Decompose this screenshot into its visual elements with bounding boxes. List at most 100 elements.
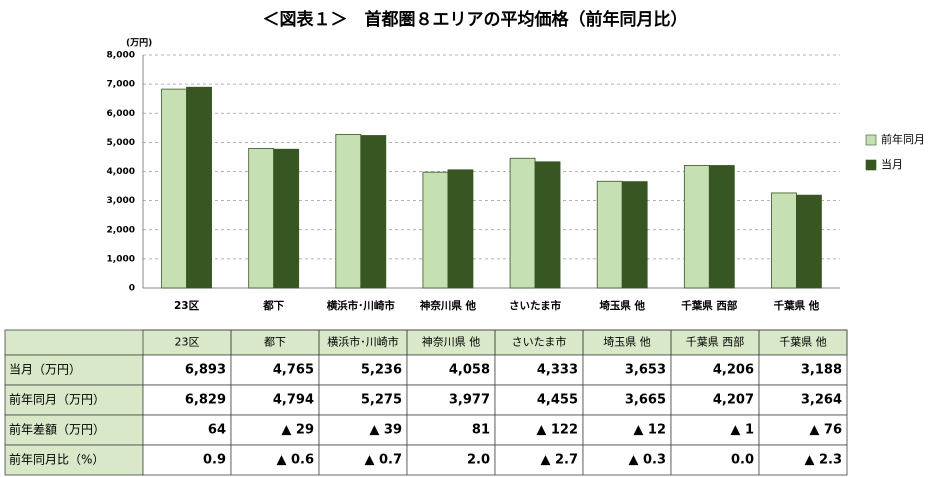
table-cell [142, 354, 232, 386]
table-cell [582, 384, 672, 416]
table-value: 2.0 [467, 453, 490, 468]
table-header: 都下 [264, 336, 286, 349]
table-cell [670, 444, 760, 476]
row-label-cell [4, 354, 144, 386]
table-value: ▲ 12 [633, 423, 666, 438]
y-tick-label: 1,000 [107, 254, 135, 264]
table-header: 23区 [175, 336, 200, 349]
table-value: ▲ 2.7 [540, 453, 578, 468]
table-cell [758, 444, 848, 476]
table-value: 0.9 [203, 453, 226, 468]
table-header: 千葉県 西部 [686, 335, 745, 349]
table-value: 3,653 [625, 363, 666, 378]
table-value: ▲ 39 [369, 423, 402, 438]
table-value: 3,665 [625, 393, 666, 408]
row-label-cell [4, 384, 144, 416]
table-value: 6,829 [185, 393, 226, 408]
table-value: 4,333 [537, 363, 578, 378]
table-value: 4,765 [273, 363, 314, 378]
bar [186, 86, 212, 289]
bar [683, 165, 710, 289]
legend-swatch [865, 159, 877, 171]
x-tick-label: 神奈川県 他 [420, 299, 477, 312]
legend-label: 前年同月 [881, 132, 925, 146]
x-tick-label: 横浜市･川崎市 [327, 299, 396, 312]
table-cell [230, 354, 320, 386]
bar [422, 171, 449, 289]
x-tick-label: さいたま市 [509, 299, 562, 312]
chart-title: ＜図表１＞ 首都圏８エリアの平均価格（前年同月比） [263, 9, 688, 30]
bar [360, 135, 387, 289]
table-header: さいたま市 [512, 335, 567, 349]
table-cell [758, 354, 848, 386]
table-cell [230, 444, 320, 476]
table-value: 81 [472, 423, 490, 438]
table-cell [670, 414, 760, 446]
x-tick-label: 23区 [174, 300, 200, 312]
bar [596, 180, 623, 289]
y-tick-label: 2,000 [107, 225, 135, 235]
table-header: 千葉県 他 [779, 335, 827, 349]
table-value: 0.0 [731, 453, 754, 468]
row-label: 前年同月（万円） [9, 392, 105, 407]
table-header: 横浜市･川崎市 [327, 335, 399, 349]
table-header-bg [4, 329, 848, 356]
table-cell [494, 414, 584, 446]
table-value: 4,794 [273, 393, 314, 408]
table-cell [758, 384, 848, 416]
bar [273, 148, 300, 289]
y-tick-label: 0 [129, 284, 135, 294]
table-cell [582, 354, 672, 386]
x-tick-label: 埼玉県 他 [599, 299, 645, 312]
table-cell [494, 354, 584, 386]
table-cell [670, 384, 760, 416]
table-cell [230, 384, 320, 416]
table-cell [494, 384, 584, 416]
bar [621, 181, 648, 289]
row-label: 当月（万円） [9, 363, 81, 377]
bar [771, 192, 797, 289]
table-value: ▲ 0.7 [364, 453, 402, 468]
table-cell [318, 414, 408, 446]
table-value: 64 [208, 423, 226, 438]
y-tick-label: 7,000 [107, 80, 135, 90]
table-value: 6,893 [185, 363, 226, 378]
table-cell [406, 444, 496, 476]
table-value: ▲ 122 [536, 423, 578, 438]
table-cell [142, 384, 232, 416]
table-cell [406, 354, 496, 386]
y-unit: (万円) [126, 38, 152, 49]
table-value: 3,977 [449, 393, 490, 408]
table-cell [582, 414, 672, 446]
table-value: 5,275 [361, 393, 402, 408]
x-tick-label: 都下 [262, 299, 284, 312]
table-value: ▲ 29 [281, 423, 314, 438]
table-value: ▲ 76 [809, 423, 842, 438]
table-cell [758, 414, 848, 446]
table-value: ▲ 0.6 [276, 453, 314, 468]
bar [335, 133, 362, 289]
table-value: 5,236 [361, 363, 402, 378]
table-header: 神奈川県 他 [422, 335, 481, 349]
bar [708, 165, 735, 289]
x-tick-label: 千葉県 西部 [681, 299, 738, 312]
bar [509, 157, 536, 289]
legend-swatch [865, 134, 877, 146]
table-cell [230, 414, 320, 446]
y-tick-label: 5,000 [107, 138, 135, 148]
table-value: 4,455 [537, 393, 578, 408]
table-value: 4,058 [449, 363, 490, 378]
table-cell [318, 384, 408, 416]
y-tick-label: 8,000 [107, 51, 135, 61]
table-value: 4,206 [713, 363, 754, 378]
y-tick-label: 3,000 [107, 196, 135, 206]
y-tick-label: 6,000 [107, 109, 135, 119]
table-value: 3,264 [801, 393, 842, 408]
table-value: 4,207 [713, 393, 754, 408]
x-tick-label: 千葉県 他 [774, 299, 820, 312]
table-value: 3,188 [801, 363, 842, 378]
bar [161, 88, 187, 289]
row-label: 前年差額（万円） [9, 422, 105, 437]
bar [796, 194, 822, 289]
